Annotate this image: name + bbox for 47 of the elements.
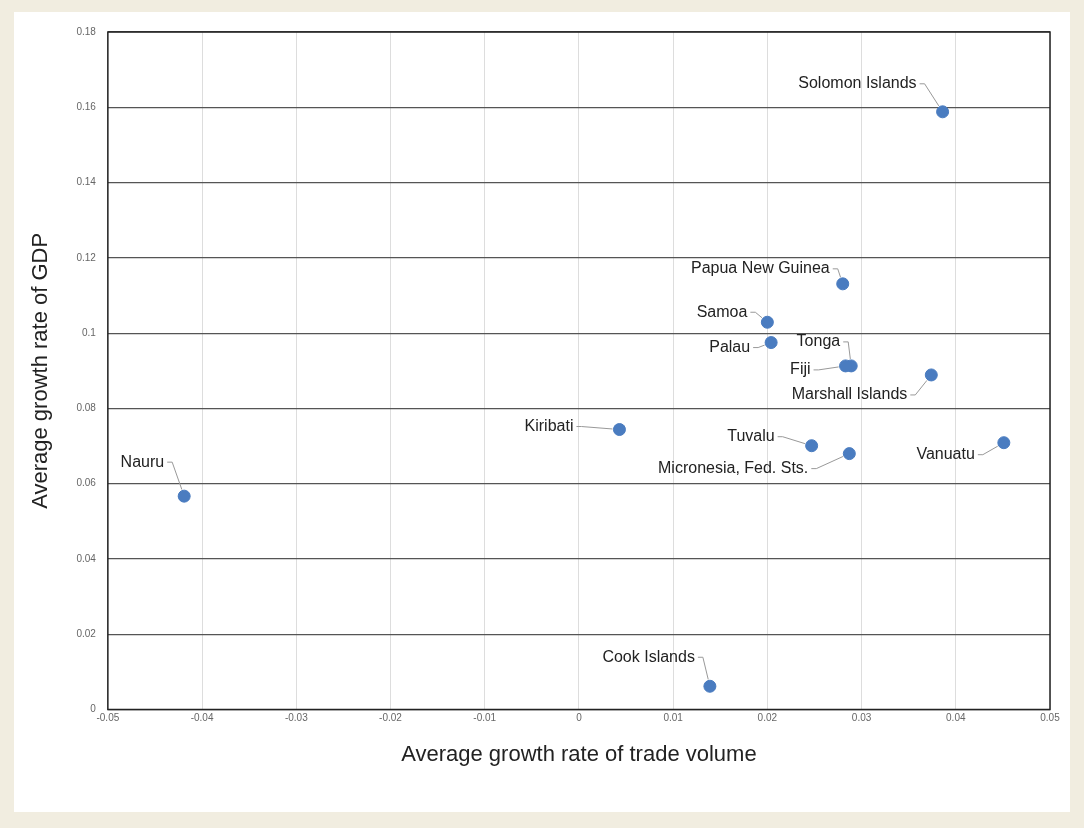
annotation: Palau: [709, 337, 751, 355]
point: [805, 439, 819, 453]
x-tick-label: -0.03: [284, 712, 309, 724]
y-tick-label: 0.02: [76, 628, 97, 640]
x-tick-label: 0.04: [946, 712, 966, 724]
y-tick-label: 0.08: [76, 402, 97, 414]
annotation: Papua New Guinea: [690, 259, 830, 277]
y-tick-label: 0.06: [76, 477, 97, 489]
x-tick-label: -0.02: [379, 712, 403, 724]
y-tick-label: 0.16: [76, 101, 97, 113]
x-axis-title: Average growth rate of trade volume: [401, 740, 757, 766]
y-tick-label: 0.18: [76, 25, 97, 37]
x-tick-label: 0: [576, 712, 583, 724]
y-tick-label: 0.14: [76, 176, 97, 188]
point: [760, 315, 774, 329]
x-tick-label: -0.01: [473, 712, 497, 724]
point: [997, 436, 1011, 450]
annotation: Vanuatu: [916, 445, 975, 463]
point: [936, 105, 950, 119]
x-tick-label: -0.04: [190, 712, 214, 724]
annotation: Marshall Islands: [791, 385, 908, 403]
x-tick-label: -0.05: [96, 712, 120, 724]
annotation: Nauru: [120, 452, 165, 470]
x-tick-label: 0.03: [851, 712, 872, 724]
point: [177, 489, 191, 503]
point: [924, 368, 938, 382]
annotation: Micronesia, Fed. Sts.: [658, 459, 809, 477]
annotation: Cook Islands: [602, 647, 695, 665]
annotation: Tuvalu: [727, 427, 775, 445]
point: [764, 336, 778, 350]
x-tick-label: 0.05: [1040, 712, 1061, 724]
annotation: Tonga: [796, 332, 841, 350]
point: [703, 679, 717, 693]
y-tick-label: 0.04: [76, 552, 97, 564]
annotation: Solomon Islands: [798, 74, 917, 92]
point: [612, 423, 626, 437]
x-tick-label: 0.01: [663, 712, 684, 724]
annotation: Samoa: [696, 302, 748, 320]
y-tick-label: 0.12: [76, 251, 97, 263]
point: [836, 277, 850, 291]
annotation: Fiji: [790, 360, 811, 378]
annotation: Kiribati: [524, 416, 574, 434]
point: [842, 447, 856, 461]
y-tick-label: 0: [90, 703, 97, 715]
y-tick-label: 0.1: [81, 326, 97, 338]
y-axis-title: Average growth rate of GDP: [27, 232, 53, 509]
x-tick-label: 0.02: [757, 712, 778, 724]
